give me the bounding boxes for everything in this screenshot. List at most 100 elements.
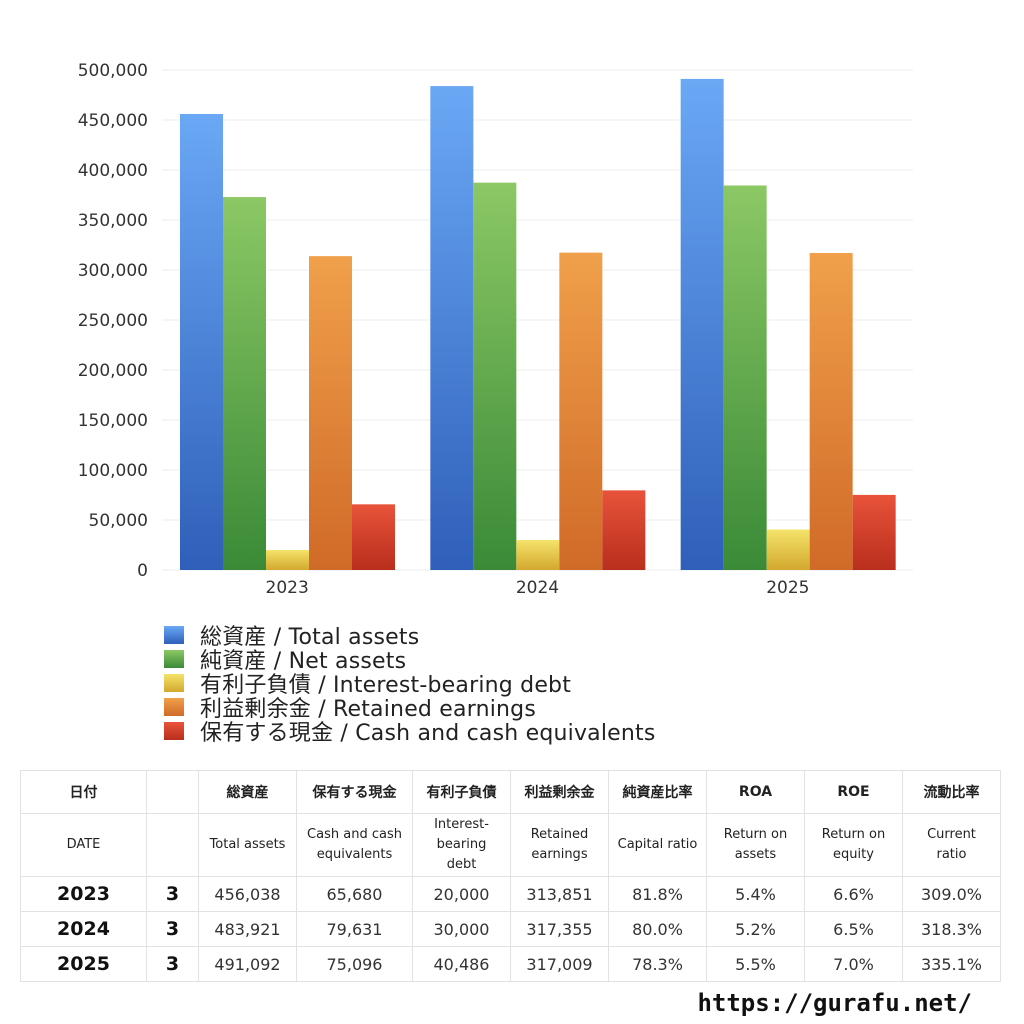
table-cell: 491,092 [198, 946, 297, 982]
bar [516, 540, 560, 570]
x-tick-label: 2023 [266, 578, 309, 598]
legend-swatch [164, 722, 184, 740]
table-cell: 2023 [20, 876, 147, 912]
table-cell: 317,009 [510, 946, 609, 982]
legend-label: 総資産 / Total assets [200, 625, 420, 650]
table-cell: 5.2% [706, 911, 805, 947]
legend-swatch [164, 698, 184, 716]
legend-label: 有利子負債 / Interest-bearing debt [200, 673, 572, 698]
bar [680, 78, 724, 571]
header-cell [146, 770, 199, 814]
header-cell: ROA [706, 770, 805, 814]
table-row: 2023 3 456,038 65,680 20,000 313,851 81.8% 5.4%… [20, 876, 1001, 912]
bar [266, 550, 309, 570]
legend-label: 純資産 / Net assets [200, 649, 407, 674]
bar [723, 185, 767, 571]
header-cell: 総資産 [198, 770, 297, 814]
y-tick-label: 200,000 [78, 361, 148, 381]
header-cell: Return on equity [804, 813, 903, 877]
y-tick-label: 350,000 [78, 211, 148, 231]
header-cell: ROE [804, 770, 903, 814]
bar [430, 86, 474, 570]
y-tick-label: 450,000 [78, 111, 148, 131]
header-cell: 日付 [20, 770, 147, 814]
bar [473, 182, 517, 570]
y-tick-label: 150,000 [78, 411, 148, 431]
table-cell: 6.6% [804, 876, 903, 912]
header-cell: Total assets [198, 813, 297, 877]
legend-swatch [164, 674, 184, 692]
bar [602, 490, 646, 570]
y-tick-label: 0 [137, 561, 148, 581]
y-tick-label: 500,000 [78, 61, 148, 81]
table-cell: 20,000 [412, 876, 511, 912]
header-cell: 純資産比率 [608, 770, 707, 814]
header-cell: Return on assets [706, 813, 805, 877]
table-cell: 5.4% [706, 876, 805, 912]
bar [809, 252, 853, 570]
table-cell: 309.0% [902, 876, 1001, 912]
y-tick-label: 400,000 [78, 161, 148, 181]
header-cell: 流動比率 [902, 770, 1001, 814]
table-cell: 2024 [20, 911, 147, 947]
table-cell: 40,486 [412, 946, 511, 982]
table-cell: 3 [146, 911, 199, 947]
bar [852, 494, 896, 570]
x-tick-label: 2024 [516, 578, 559, 598]
bar-chart: 0 50,000 100,000 150,000 200,000 250,000 300,0… [78, 61, 913, 598]
y-tick-label: 50,000 [89, 511, 148, 531]
y-tick-label: 250,000 [78, 311, 148, 331]
bars [180, 78, 896, 571]
header-row-en: DATE Total assets Cash and cash equivalents… [20, 813, 1001, 877]
table-cell: 7.0% [804, 946, 903, 982]
table-cell: 79,631 [296, 911, 413, 947]
table-cell: 80.0% [608, 911, 707, 947]
table-cell: 313,851 [510, 876, 609, 912]
bar [766, 529, 810, 570]
table-cell: 75,096 [296, 946, 413, 982]
legend-item: 利益剰余金 / Retained earnings [164, 695, 656, 722]
table-cell: 78.3% [608, 946, 707, 982]
table-row: 2024 3 483,921 79,631 30,000 317,355 80.0% 5.2%… [20, 911, 1001, 947]
legend: 総資産 / Total assets 純資産 / Net assets 有利子負債 … [164, 623, 656, 746]
legend-swatch [164, 650, 184, 668]
site-url[interactable]: https://gurafu.net/ [697, 989, 972, 1017]
bar [352, 504, 395, 570]
y-axis-ticks: 0 50,000 100,000 150,000 200,000 250,000 300,0… [78, 61, 148, 581]
header-cell: Capital ratio [608, 813, 707, 877]
legend-item: 有利子負債 / Interest-bearing debt [164, 671, 656, 698]
bar [309, 256, 352, 570]
header-cell [146, 813, 199, 877]
header-cell: Interest-bearing debt [412, 813, 511, 877]
table-cell: 30,000 [412, 911, 511, 947]
financial-table: 日付 総資産 保有する現金 有利子負債 利益剰余金 純資産比率 ROA ROE 流動比率 DATE… [20, 770, 1001, 982]
table-row: 2025 3 491,092 75,096 40,486 317,009 78.3% 5.5%… [20, 946, 1001, 982]
table-cell: 6.5% [804, 911, 903, 947]
table-cell: 318.3% [902, 911, 1001, 947]
legend-label: 利益剰余金 / Retained earnings [200, 697, 536, 722]
y-tick-label: 300,000 [78, 261, 148, 281]
table-cell: 81.8% [608, 876, 707, 912]
header-cell: Retained earnings [510, 813, 609, 877]
table-cell: 3 [146, 946, 199, 982]
x-axis-ticks: 2023 2024 2025 [266, 578, 810, 598]
header-cell: 有利子負債 [412, 770, 511, 814]
table-cell: 65,680 [296, 876, 413, 912]
header-cell: 保有する現金 [296, 770, 413, 814]
table-cell: 2025 [20, 946, 147, 982]
header-cell: Current ratio [902, 813, 1001, 877]
legend-item: 総資産 / Total assets [164, 623, 656, 650]
bar [559, 252, 603, 570]
bar [223, 197, 266, 570]
y-tick-label: 100,000 [78, 461, 148, 481]
bar [180, 113, 223, 570]
header-cell: DATE [20, 813, 147, 877]
table-cell: 3 [146, 876, 199, 912]
table-cell: 456,038 [198, 876, 297, 912]
header-row-jp: 日付 総資産 保有する現金 有利子負債 利益剰余金 純資産比率 ROA ROE 流動比率 [20, 770, 1001, 814]
header-cell: 利益剰余金 [510, 770, 609, 814]
table-cell: 483,921 [198, 911, 297, 947]
table-cell: 335.1% [902, 946, 1001, 982]
header-cell: Cash and cash equivalents [296, 813, 413, 877]
table-cell: 317,355 [510, 911, 609, 947]
